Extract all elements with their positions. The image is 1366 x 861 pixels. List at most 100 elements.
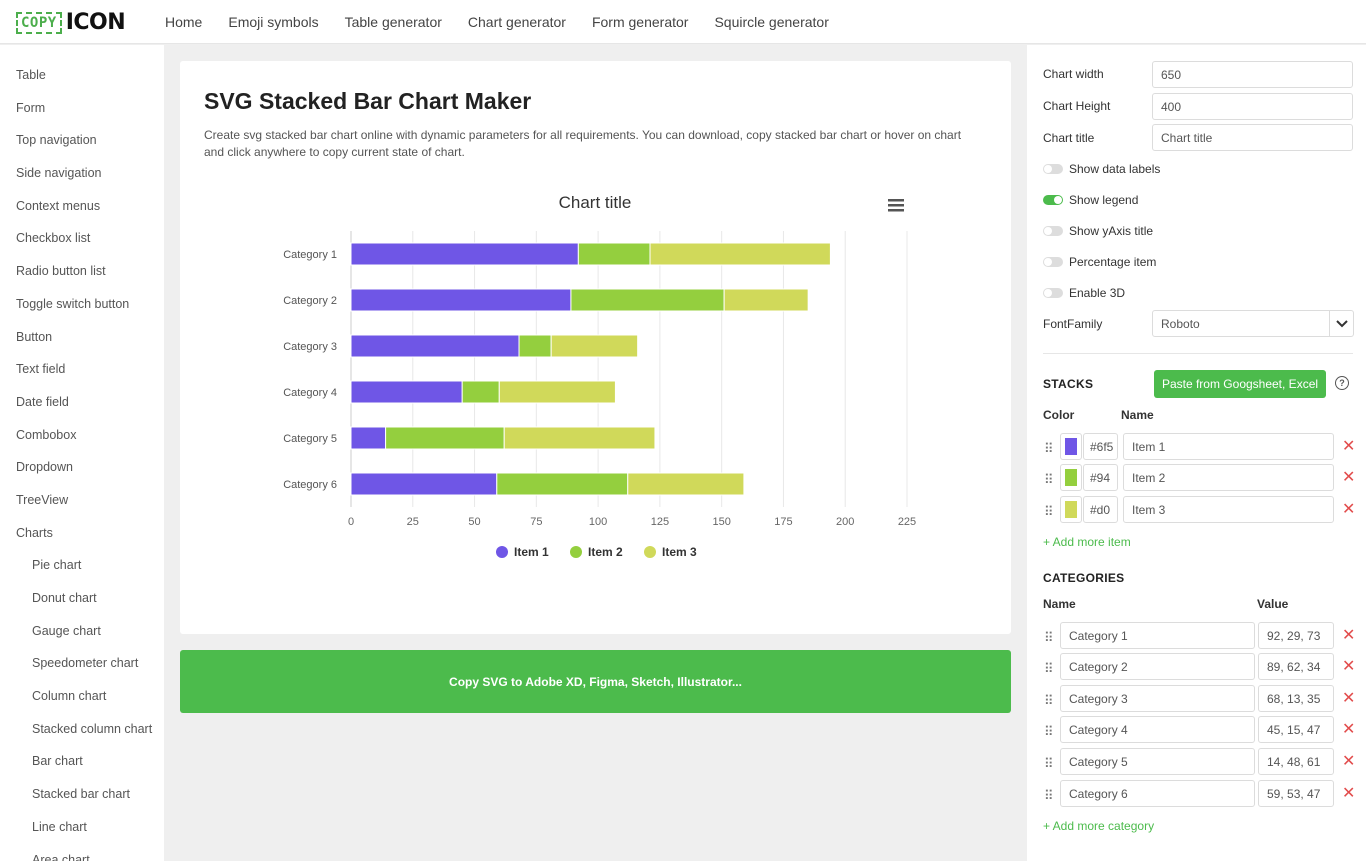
category-value-input[interactable]: 89, 62, 34 bbox=[1258, 653, 1334, 680]
toggle-switch[interactable] bbox=[1043, 226, 1063, 236]
sidebar-item-checkbox-list[interactable]: Checkbox list bbox=[16, 231, 91, 246]
color-swatch-button[interactable] bbox=[1060, 496, 1082, 523]
help-icon[interactable]: ? bbox=[1335, 376, 1349, 390]
toggle-show-yaxis-title[interactable]: Show yAxis title bbox=[1043, 224, 1153, 238]
nav-form-generator[interactable]: Form generator bbox=[591, 14, 689, 30]
color-hex-input[interactable]: #d0 bbox=[1083, 496, 1118, 523]
sidebar-item-toggle-switch-button[interactable]: Toggle switch button bbox=[16, 296, 130, 311]
bar-segment bbox=[577, 242, 651, 266]
chart-height-input[interactable]: 400 bbox=[1152, 93, 1353, 120]
delete-stack-icon[interactable]: ✕ bbox=[1342, 501, 1356, 518]
delete-stack-icon[interactable]: ✕ bbox=[1342, 469, 1356, 486]
category-name-input[interactable]: Category 1 bbox=[1060, 622, 1255, 649]
sidebar-item-context-menus[interactable]: Context menus bbox=[16, 198, 101, 213]
stacked-bar-chart[interactable]: Chart title 0 25 50 75 100 125 150 175 200 225 Cate… bbox=[180, 61, 1011, 634]
stack-name-input[interactable]: Item 3 bbox=[1123, 496, 1334, 523]
delete-stack-icon[interactable]: ✕ bbox=[1342, 438, 1356, 455]
sidebar-item-button[interactable]: Button bbox=[16, 329, 53, 344]
chart-title-input[interactable]: Chart title bbox=[1152, 124, 1353, 151]
toggle-show-legend[interactable]: Show legend bbox=[1043, 193, 1138, 207]
sidebar-item-pie-chart[interactable]: Pie chart bbox=[32, 558, 82, 573]
drag-handle-icon[interactable] bbox=[1044, 660, 1054, 674]
delete-category-icon[interactable]: ✕ bbox=[1342, 658, 1356, 675]
sidebar-item-column-chart[interactable]: Column chart bbox=[32, 689, 107, 704]
delete-category-icon[interactable]: ✕ bbox=[1342, 627, 1356, 644]
sidebar-item-gauge-chart[interactable]: Gauge chart bbox=[32, 623, 101, 638]
sidebar-item-line-chart[interactable]: Line chart bbox=[32, 819, 87, 834]
sidebar-item-form[interactable]: Form bbox=[16, 100, 46, 115]
chevron-down-icon[interactable] bbox=[1329, 310, 1354, 337]
toggle-switch[interactable] bbox=[1043, 164, 1063, 174]
category-name-input[interactable]: Category 5 bbox=[1060, 748, 1255, 775]
toggle-switch[interactable] bbox=[1043, 288, 1063, 298]
paste-from-sheet-button[interactable]: Paste from Googsheet, Excel bbox=[1154, 370, 1326, 398]
drag-handle-icon[interactable] bbox=[1044, 503, 1054, 517]
sidebar-item-table[interactable]: Table bbox=[16, 68, 46, 82]
color-hex-input[interactable]: #94 bbox=[1083, 464, 1118, 491]
drag-handle-icon[interactable] bbox=[1044, 440, 1054, 454]
sidebar-item-combobox[interactable]: Combobox bbox=[16, 427, 77, 442]
category-name-input[interactable]: Category 3 bbox=[1060, 685, 1255, 712]
drag-handle-icon[interactable] bbox=[1044, 723, 1054, 737]
category-value-input[interactable]: 45, 15, 47 bbox=[1258, 716, 1334, 743]
delete-category-icon[interactable]: ✕ bbox=[1342, 690, 1356, 707]
stack-name-input[interactable]: Item 1 bbox=[1123, 433, 1334, 460]
sidebar-item-text-field[interactable]: Text field bbox=[16, 362, 66, 377]
logo-copy-text: COPY bbox=[16, 11, 62, 34]
nav-home[interactable]: Home bbox=[165, 14, 203, 30]
page-title: SVG Stacked Bar Chart Maker bbox=[204, 88, 532, 114]
sidebar-item-radio-button-list[interactable]: Radio button list bbox=[16, 264, 106, 279]
x-tick-label: 125 bbox=[651, 516, 669, 528]
stack-name-input[interactable]: Item 2 bbox=[1123, 464, 1334, 491]
sidebar-item-area-chart[interactable]: Area chart bbox=[32, 852, 90, 861]
sidebar-item-date-field[interactable]: Date field bbox=[16, 394, 69, 409]
sidebar-item-treeview[interactable]: TreeView bbox=[16, 492, 69, 507]
sidebar-item-charts[interactable]: Charts bbox=[16, 525, 53, 540]
delete-category-icon[interactable]: ✕ bbox=[1342, 785, 1356, 802]
delete-category-icon[interactable]: ✕ bbox=[1342, 753, 1356, 770]
add-more-item-link[interactable]: + Add more item bbox=[1043, 535, 1131, 549]
sidebar-item-top-navigation[interactable]: Top navigation bbox=[16, 133, 97, 148]
delete-category-icon[interactable]: ✕ bbox=[1342, 721, 1356, 738]
category-value-input[interactable]: 14, 48, 61 bbox=[1258, 748, 1334, 775]
sidebar-item-dropdown[interactable]: Dropdown bbox=[16, 460, 73, 475]
drag-handle-icon[interactable] bbox=[1044, 471, 1054, 485]
category-value-input[interactable]: 59, 53, 47 bbox=[1258, 780, 1334, 807]
drag-handle-icon[interactable] bbox=[1044, 755, 1054, 769]
drag-handle-icon[interactable] bbox=[1044, 787, 1054, 801]
color-swatch-button[interactable] bbox=[1060, 464, 1082, 491]
font-family-select[interactable]: Roboto bbox=[1152, 310, 1354, 337]
nav-squircle-generator[interactable]: Squircle generator bbox=[714, 14, 829, 30]
toggle-show-data-labels[interactable]: Show data labels bbox=[1043, 162, 1160, 176]
drag-handle-icon[interactable] bbox=[1044, 692, 1054, 706]
toggle-switch[interactable] bbox=[1043, 257, 1063, 267]
sidebar-item-side-navigation[interactable]: Side navigation bbox=[16, 166, 102, 181]
sidebar-item-donut-chart[interactable]: Donut chart bbox=[32, 591, 97, 605]
category-name-input[interactable]: Category 2 bbox=[1060, 653, 1255, 680]
toggle-enable-3d[interactable]: Enable 3D bbox=[1043, 286, 1125, 300]
toggle-switch[interactable] bbox=[1043, 195, 1063, 205]
sidebar-item-stacked-column-chart[interactable]: Stacked column chart bbox=[32, 721, 153, 736]
toggle-label: Show legend bbox=[1069, 193, 1139, 207]
toggle-percentage-item[interactable]: Percentage item bbox=[1043, 255, 1156, 269]
sidebar-item-speedometer-chart[interactable]: Speedometer chart bbox=[32, 656, 139, 671]
color-hex-input[interactable]: #6f5 bbox=[1083, 433, 1118, 460]
category-value-input[interactable]: 68, 13, 35 bbox=[1258, 685, 1334, 712]
nav-table-generator[interactable]: Table generator bbox=[344, 14, 442, 30]
bar-segment bbox=[496, 472, 629, 496]
category-name-input[interactable]: Category 6 bbox=[1060, 780, 1255, 807]
bar-segment bbox=[385, 426, 505, 450]
category-value-input[interactable]: 92, 29, 73 bbox=[1258, 622, 1334, 649]
chart-menu-icon[interactable] bbox=[888, 199, 904, 212]
logo[interactable]: COPY ICON bbox=[16, 10, 126, 35]
copy-svg-button[interactable]: Copy SVG to Adobe XD, Figma, Sketch, Ill… bbox=[180, 650, 1011, 713]
nav-emoji-symbols[interactable]: Emoji symbols bbox=[228, 14, 319, 30]
drag-handle-icon[interactable] bbox=[1044, 629, 1054, 643]
chart-width-input[interactable]: 650 bbox=[1152, 61, 1353, 88]
add-more-category-link[interactable]: + Add more category bbox=[1043, 819, 1155, 833]
category-name-input[interactable]: Category 4 bbox=[1060, 716, 1255, 743]
color-swatch-button[interactable] bbox=[1060, 433, 1082, 460]
sidebar-item-bar-chart[interactable]: Bar chart bbox=[32, 754, 83, 769]
nav-chart-generator[interactable]: Chart generator bbox=[467, 14, 566, 30]
sidebar-item-stacked-bar-chart[interactable]: Stacked bar chart bbox=[32, 787, 130, 802]
